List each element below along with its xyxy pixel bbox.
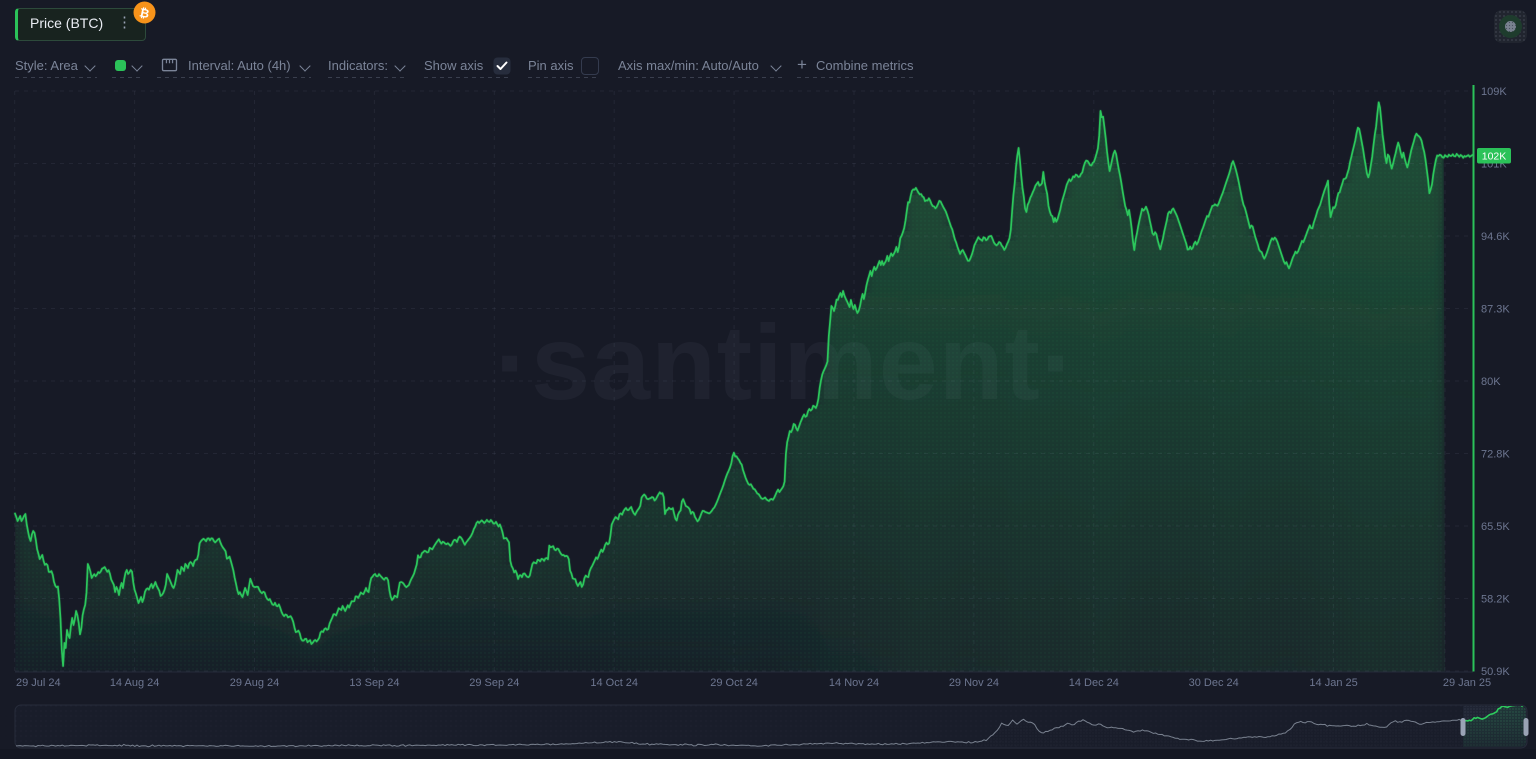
svg-text:65.5K: 65.5K: [1481, 521, 1510, 533]
svg-text:80K: 80K: [1481, 376, 1501, 388]
svg-text:30 Dec 24: 30 Dec 24: [1189, 677, 1239, 689]
svg-text:58.2K: 58.2K: [1481, 594, 1510, 606]
svg-text:₿: ₿: [138, 5, 151, 21]
svg-text:14 Dec 24: 14 Dec 24: [1069, 677, 1119, 689]
svg-text:72.8K: 72.8K: [1481, 449, 1510, 461]
svg-text:29 Oct 24: 29 Oct 24: [710, 677, 758, 689]
svg-text:14 Nov 24: 14 Nov 24: [829, 677, 879, 689]
svg-text:29 Nov 24: 29 Nov 24: [949, 677, 999, 689]
svg-text:102K: 102K: [1482, 151, 1507, 163]
svg-text:50.9K: 50.9K: [1481, 666, 1510, 678]
svg-text:109K: 109K: [1481, 86, 1507, 98]
svg-text:29 Aug 24: 29 Aug 24: [230, 677, 280, 689]
svg-text:87.3K: 87.3K: [1481, 304, 1510, 316]
svg-text:14 Oct 24: 14 Oct 24: [590, 677, 638, 689]
svg-text:14 Jan 25: 14 Jan 25: [1309, 677, 1357, 689]
svg-text:29 Jul 24: 29 Jul 24: [16, 677, 61, 689]
svg-text:14 Aug 24: 14 Aug 24: [110, 677, 160, 689]
svg-text:94.6K: 94.6K: [1481, 231, 1510, 243]
svg-text:29 Sep 24: 29 Sep 24: [469, 677, 519, 689]
svg-text:13 Sep 24: 13 Sep 24: [349, 677, 399, 689]
svg-text:29 Jan 25: 29 Jan 25: [1443, 677, 1491, 689]
